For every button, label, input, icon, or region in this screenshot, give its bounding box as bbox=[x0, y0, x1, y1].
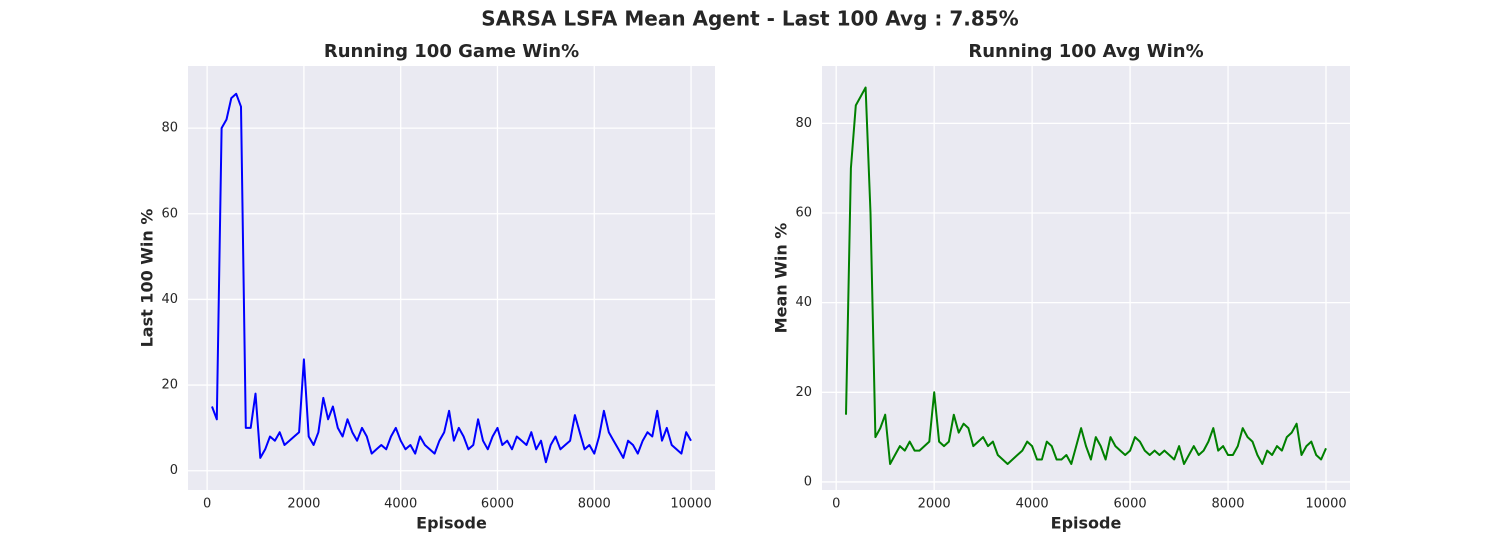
y-tick-label: 40 bbox=[161, 292, 178, 307]
x-axis-label: Episode bbox=[1051, 514, 1122, 533]
y-tick-label: 0 bbox=[804, 474, 812, 489]
x-tick-label: 6000 bbox=[1114, 497, 1147, 512]
x-tick-label: 8000 bbox=[578, 497, 611, 512]
figure-title: SARSA LSFA Mean Agent - Last 100 Avg : 7… bbox=[481, 7, 1018, 31]
y-tick-label: 40 bbox=[795, 295, 812, 310]
x-tick-label: 2000 bbox=[918, 497, 951, 512]
y-tick-label: 20 bbox=[161, 378, 178, 393]
x-tick-label: 4000 bbox=[384, 497, 417, 512]
plot-area bbox=[822, 66, 1350, 490]
y-tick-label: 80 bbox=[161, 121, 178, 136]
y-tick-label: 60 bbox=[795, 206, 812, 221]
x-tick-label: 10000 bbox=[670, 497, 711, 512]
chart-title: Running 100 Avg Win% bbox=[968, 41, 1203, 62]
plot-area bbox=[188, 66, 715, 490]
y-tick-label: 0 bbox=[170, 463, 178, 478]
line bbox=[211, 92, 692, 464]
line bbox=[845, 86, 1327, 465]
x-tick-label: 6000 bbox=[481, 497, 514, 512]
x-axis-label: Episode bbox=[416, 514, 487, 533]
y-axis-label: Last 100 Win % bbox=[138, 209, 157, 348]
x-tick-label: 0 bbox=[832, 497, 840, 512]
x-tick-label: 0 bbox=[203, 497, 211, 512]
x-tick-label: 8000 bbox=[1211, 497, 1244, 512]
y-tick-label: 60 bbox=[161, 206, 178, 221]
y-tick-label: 80 bbox=[795, 116, 812, 131]
y-tick-label: 20 bbox=[795, 385, 812, 400]
chart-title: Running 100 Game Win% bbox=[324, 41, 579, 62]
x-tick-label: 2000 bbox=[287, 497, 320, 512]
x-tick-label: 10000 bbox=[1305, 497, 1346, 512]
y-axis-label: Mean Win % bbox=[772, 223, 791, 334]
x-tick-label: 4000 bbox=[1016, 497, 1049, 512]
